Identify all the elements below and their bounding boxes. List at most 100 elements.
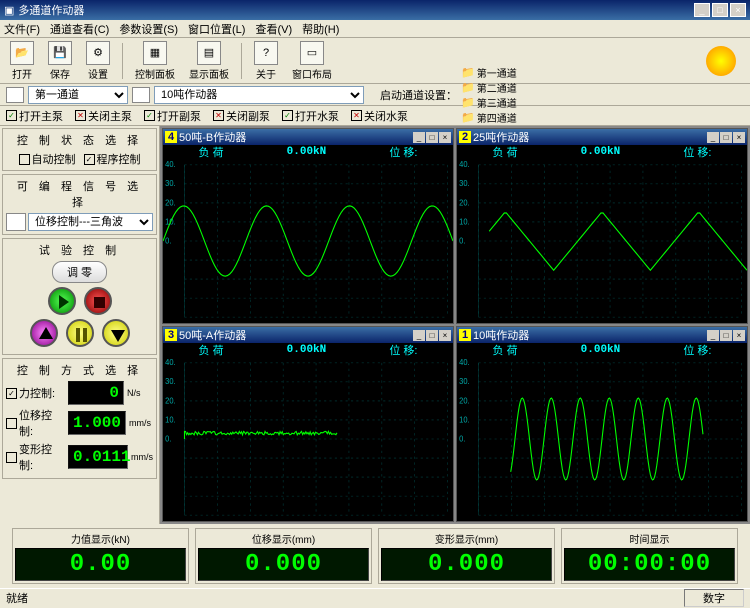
chart-close-button[interactable]: × bbox=[733, 132, 745, 143]
channel-link[interactable]: 📁第一通道 bbox=[461, 65, 517, 80]
help-icon: ? bbox=[254, 41, 278, 65]
channel-link[interactable]: 📁第三通道 bbox=[461, 95, 517, 110]
chart-close-button[interactable]: × bbox=[733, 330, 745, 341]
folder-icon: 📂 bbox=[10, 41, 34, 65]
auto-control-check[interactable]: 自动控制 bbox=[19, 151, 76, 167]
chart-max-button[interactable]: □ bbox=[720, 132, 732, 143]
chart-window: 450吨-B作动器_□× 负 荷0.00kN位 移: 40.30.20.10.0… bbox=[162, 128, 454, 324]
chart-min-button[interactable]: _ bbox=[707, 330, 719, 341]
folder-icon: 📁 bbox=[461, 81, 475, 94]
stop-button[interactable] bbox=[84, 287, 112, 315]
svg-text:0.: 0. bbox=[459, 236, 465, 245]
folder-icon: 📁 bbox=[461, 111, 475, 124]
channel-link[interactable]: 📁第四通道 bbox=[461, 110, 517, 125]
设置-button[interactable]: ⚙设置 bbox=[82, 39, 114, 83]
display-label: 变形显示(mm) bbox=[381, 531, 552, 546]
panel-header: 控 制 状 态 选 择 bbox=[6, 132, 153, 148]
svg-text:20.: 20. bbox=[165, 198, 175, 207]
status-bar: 就绪 数字 bbox=[0, 588, 750, 606]
chart-max-button[interactable]: □ bbox=[720, 330, 732, 341]
program-control-check[interactable]: ✓程序控制 bbox=[84, 151, 141, 167]
pump-bar: ✓打开主泵 ✕关闭主泵 ✓打开副泵 ✕关闭副泵 ✓打开水泵 ✕关闭水泵 bbox=[0, 106, 750, 126]
signal-select[interactable]: 位移控制---三角波 bbox=[28, 213, 153, 231]
actuator-select[interactable]: 10吨作动器 bbox=[154, 86, 364, 104]
menu-item[interactable]: 通道查看(C) bbox=[50, 21, 109, 37]
svg-text:20.: 20. bbox=[459, 396, 469, 405]
chart-close-button[interactable]: × bbox=[439, 132, 451, 143]
svg-text:20.: 20. bbox=[459, 198, 469, 207]
panel-header: 试 验 控 制 bbox=[6, 242, 153, 258]
打开-button[interactable]: 📂打开 bbox=[6, 39, 38, 83]
mode-check[interactable]: ✓力控制: bbox=[6, 385, 65, 401]
display-bar: 力值显示(kN)0.00位移显示(mm)0.000变形显示(mm)0.000时间… bbox=[0, 524, 750, 588]
status-text: 就绪 bbox=[6, 590, 28, 606]
显示面板-button[interactable]: ▤显示面板 bbox=[185, 39, 233, 83]
info-label: 负 荷 bbox=[199, 144, 224, 160]
menu-item[interactable]: 窗口位置(L) bbox=[188, 21, 245, 37]
关于-button[interactable]: ?关于 bbox=[250, 39, 282, 83]
svg-text:40.: 40. bbox=[165, 160, 175, 169]
chart-number: 3 bbox=[165, 329, 177, 341]
chart-close-button[interactable]: × bbox=[439, 330, 451, 341]
play-button[interactable] bbox=[48, 287, 76, 315]
up-button[interactable] bbox=[30, 319, 58, 347]
mode-check[interactable]: 变形控制: bbox=[6, 441, 65, 473]
actuator-icon bbox=[132, 87, 150, 103]
minimize-button[interactable]: _ bbox=[694, 3, 710, 17]
pump-toggle[interactable]: ✓打开副泵 bbox=[144, 108, 201, 124]
svg-text:30.: 30. bbox=[459, 377, 469, 386]
chart-window: 225吨作动器_□× 负 荷0.00kN位 移: 40.30.20.10.0. bbox=[456, 128, 748, 324]
chart-max-button[interactable]: □ bbox=[426, 132, 438, 143]
chart-title: 50吨-A作动器 bbox=[179, 327, 246, 343]
signal-select-panel: 可 编 程 信 号 选 择 位移控制---三角波 bbox=[2, 174, 157, 235]
chart-window: 110吨作动器_□× 负 荷0.00kN位 移: 40.30.20.10.0. bbox=[456, 326, 748, 522]
pump-toggle[interactable]: ✕关闭主泵 bbox=[75, 108, 132, 124]
plot-area[interactable]: 40.30.20.10.0. bbox=[457, 159, 747, 323]
chart-min-button[interactable]: _ bbox=[707, 132, 719, 143]
chart-title: 50吨-B作动器 bbox=[179, 129, 246, 145]
plot-area[interactable]: 40.30.20.10.0. bbox=[163, 357, 453, 521]
display-value: 0.00 bbox=[15, 548, 186, 581]
chart-max-button[interactable]: □ bbox=[426, 330, 438, 341]
control-mode-panel: 控 制 方 式 选 择 ✓力控制:0N/s位移控制:1.000mm/s变形控制:… bbox=[2, 358, 157, 479]
plot-area[interactable]: 40.30.20.10.0. bbox=[163, 159, 453, 323]
display-label: 时间显示 bbox=[564, 531, 735, 546]
zero-button[interactable]: 调 零 bbox=[52, 261, 107, 283]
maximize-button[interactable]: □ bbox=[712, 3, 728, 17]
menu-item[interactable]: 帮助(H) bbox=[302, 21, 339, 37]
unit-label: mm/s bbox=[129, 418, 151, 428]
panel-header: 控 制 方 式 选 择 bbox=[6, 362, 153, 378]
menu-item[interactable]: 文件(F) bbox=[4, 21, 40, 37]
pause-button[interactable] bbox=[66, 319, 94, 347]
pump-toggle[interactable]: ✕关闭副泵 bbox=[213, 108, 270, 124]
channel-bar: 第一通道 10吨作动器 启动通道设置： 📁第一通道📁第二通道📁第三通道📁第四通道 bbox=[0, 84, 750, 106]
svg-text:30.: 30. bbox=[165, 377, 175, 386]
sun-indicator bbox=[706, 46, 736, 76]
info-label: 位 移: bbox=[683, 144, 711, 160]
disk-icon: 💾 bbox=[48, 41, 72, 65]
chart-window: 350吨-A作动器_□× 负 荷0.00kN位 移: 40.30.20.10.0… bbox=[162, 326, 454, 522]
menu-item[interactable]: 参数设置(S) bbox=[119, 21, 178, 37]
layout-icon: ▭ bbox=[300, 41, 324, 65]
svg-text:40.: 40. bbox=[459, 160, 469, 169]
chart-min-button[interactable]: _ bbox=[413, 330, 425, 341]
pump-toggle[interactable]: ✓打开水泵 bbox=[282, 108, 339, 124]
down-button[interactable] bbox=[102, 319, 130, 347]
plot-area[interactable]: 40.30.20.10.0. bbox=[457, 357, 747, 521]
channel-select-1[interactable]: 第一通道 bbox=[28, 86, 128, 104]
app-icon: ▣ bbox=[4, 4, 14, 17]
menu-item[interactable]: 查看(V) bbox=[255, 21, 292, 37]
display-box: 力值显示(kN)0.00 bbox=[12, 528, 189, 584]
close-button[interactable]: × bbox=[730, 3, 746, 17]
保存-button[interactable]: 💾保存 bbox=[44, 39, 76, 83]
chart-number: 1 bbox=[459, 329, 471, 341]
pump-toggle[interactable]: ✕关闭水泵 bbox=[351, 108, 408, 124]
mode-check[interactable]: 位移控制: bbox=[6, 407, 65, 439]
窗口布局-button[interactable]: ▭窗口布局 bbox=[288, 39, 336, 83]
channel-link[interactable]: 📁第二通道 bbox=[461, 80, 517, 95]
pump-toggle[interactable]: ✓打开主泵 bbox=[6, 108, 63, 124]
info-label: 负 荷 bbox=[493, 342, 518, 358]
charts-area: 450吨-B作动器_□× 负 荷0.00kN位 移: 40.30.20.10.0… bbox=[160, 126, 750, 524]
控制面板-button[interactable]: ▦控制面板 bbox=[131, 39, 179, 83]
chart-min-button[interactable]: _ bbox=[413, 132, 425, 143]
